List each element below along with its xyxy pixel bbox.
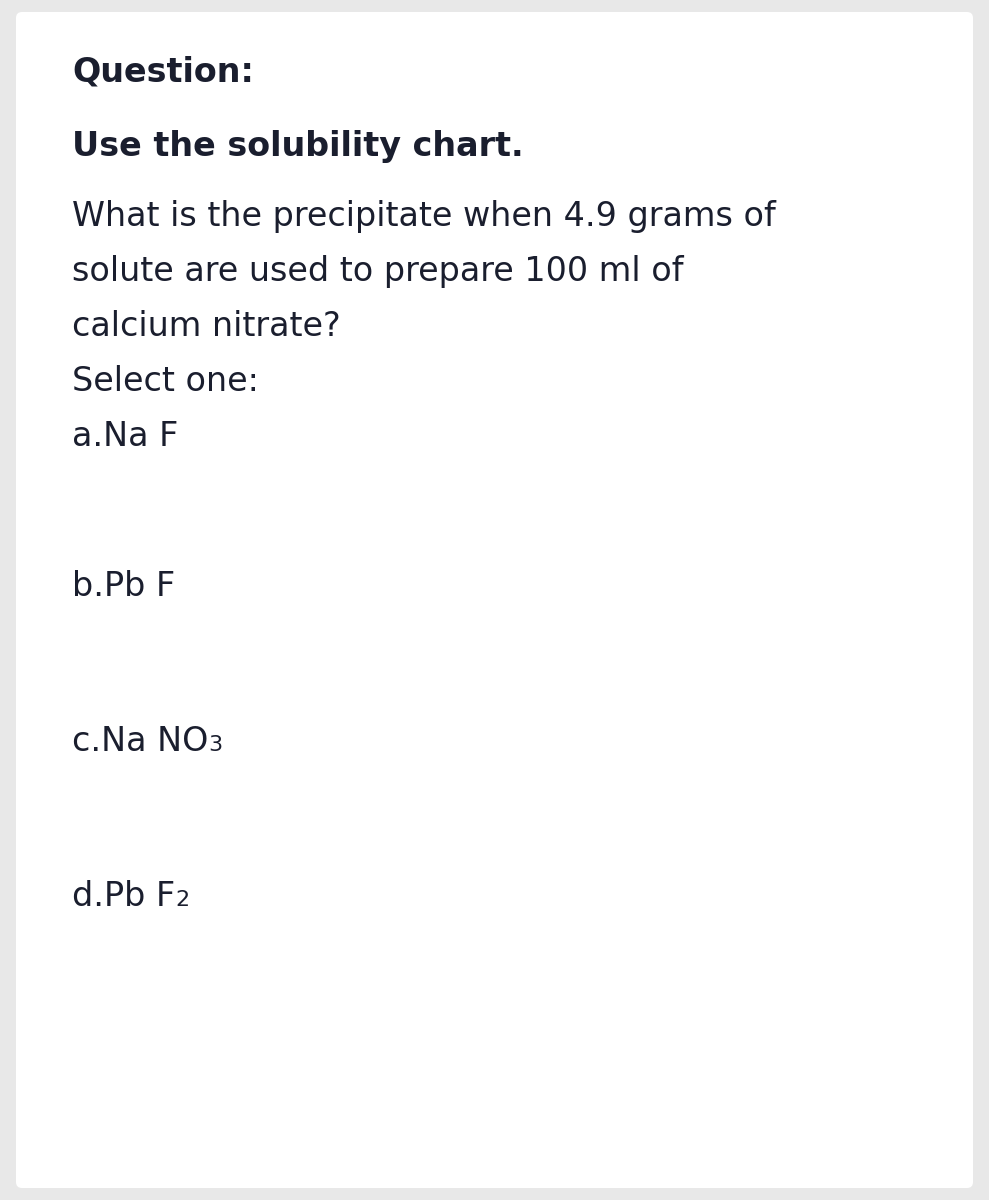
Text: a.Na F: a.Na F [72, 420, 178, 452]
Text: solute are used to prepare 100 ml of: solute are used to prepare 100 ml of [72, 254, 683, 288]
Text: 2: 2 [175, 890, 189, 910]
Text: d.Pb F: d.Pb F [72, 880, 175, 913]
Text: 3: 3 [209, 734, 223, 755]
Text: Select one:: Select one: [72, 365, 259, 398]
FancyBboxPatch shape [16, 12, 973, 1188]
Text: What is the precipitate when 4.9 grams of: What is the precipitate when 4.9 grams o… [72, 200, 775, 233]
Text: c.Na NO: c.Na NO [72, 725, 209, 758]
Text: calcium nitrate?: calcium nitrate? [72, 310, 341, 343]
Text: b.Pb F: b.Pb F [72, 570, 175, 602]
Text: Use the solubility chart.: Use the solubility chart. [72, 130, 523, 163]
Text: Question:: Question: [72, 55, 254, 88]
